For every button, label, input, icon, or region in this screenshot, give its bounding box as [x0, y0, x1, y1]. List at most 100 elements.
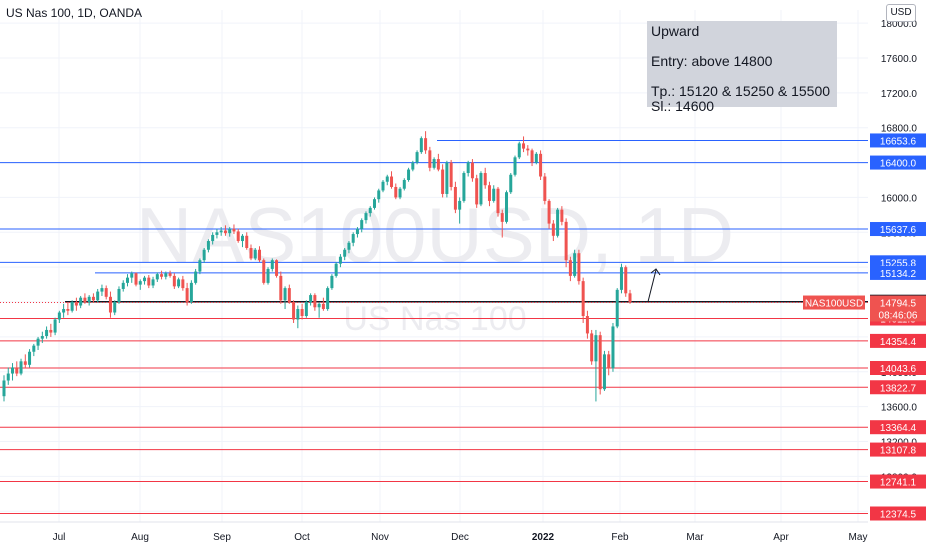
candle	[424, 131, 428, 154]
candle	[219, 227, 223, 236]
candle-body	[321, 303, 325, 310]
candle	[470, 159, 474, 182]
candle-body	[534, 153, 538, 163]
candle	[172, 273, 176, 289]
candle-body	[6, 373, 10, 381]
candle	[534, 152, 538, 165]
candle	[147, 275, 151, 289]
candle	[185, 282, 189, 306]
candle-body	[496, 188, 500, 214]
candle-body	[355, 228, 359, 235]
candle-body	[411, 162, 415, 170]
candle	[249, 244, 253, 261]
candle-body	[568, 260, 572, 276]
x-tick-label: Dec	[451, 532, 469, 543]
candle-body	[177, 279, 181, 287]
candle	[83, 293, 87, 304]
candle	[113, 300, 117, 316]
projection-arrow-head	[650, 268, 661, 276]
candle	[607, 350, 611, 376]
candle-body	[381, 181, 385, 191]
candle	[351, 232, 355, 247]
candle-body	[398, 188, 402, 198]
candle-body	[453, 186, 457, 210]
x-tick-label: Sep	[213, 532, 231, 543]
candle-body	[475, 178, 479, 205]
candle	[347, 241, 351, 254]
candle	[513, 155, 517, 177]
candle-body	[168, 273, 172, 276]
candle	[522, 136, 526, 153]
candle-body	[487, 185, 491, 201]
candle-body	[513, 157, 517, 175]
candle	[483, 167, 487, 189]
candle-body	[223, 230, 227, 234]
candle-body	[479, 173, 483, 205]
support-tag	[870, 506, 926, 521]
candle	[125, 274, 129, 287]
candle	[577, 249, 581, 285]
candle	[202, 248, 206, 263]
candle	[211, 232, 215, 245]
candle	[232, 224, 236, 235]
candle	[11, 363, 15, 381]
candle-body	[57, 312, 61, 320]
candle	[45, 326, 49, 339]
candle-body	[23, 361, 27, 365]
candle	[368, 206, 372, 217]
candle-body	[500, 213, 504, 222]
candle-body	[262, 260, 266, 283]
candle	[539, 150, 543, 180]
candle-body	[466, 162, 470, 174]
candle	[598, 331, 602, 395]
support-tag-text: 14354.4	[880, 337, 917, 348]
candle-body	[351, 234, 355, 243]
candle	[104, 285, 108, 300]
candle-body	[445, 162, 449, 194]
candle	[70, 300, 74, 313]
candle	[160, 270, 164, 280]
candle-body	[266, 268, 270, 283]
candle-body	[304, 302, 308, 316]
candle	[143, 275, 147, 285]
resistance-tag	[870, 265, 926, 280]
candle-body	[134, 273, 138, 285]
y-tick-label: 16800.0	[881, 124, 918, 135]
candle-body	[419, 138, 423, 153]
candle-body	[189, 282, 193, 303]
trade-note[interactable]: Upward Entry: above 14800 Tp.: 15120 & 1…	[647, 21, 837, 114]
candle	[500, 209, 504, 238]
candle-body	[40, 336, 44, 339]
candle	[564, 218, 568, 268]
candle-body	[526, 148, 530, 151]
candle	[360, 218, 364, 233]
candle	[585, 310, 589, 339]
support-tag-text: 13822.7	[880, 383, 917, 394]
x-tick-label: Jul	[53, 532, 66, 543]
candle-body	[415, 152, 419, 163]
candle	[466, 160, 470, 177]
candle-body	[326, 288, 330, 310]
candle	[296, 305, 300, 329]
candle-body	[164, 273, 168, 277]
candle-body	[181, 279, 185, 289]
candle-body	[121, 282, 125, 289]
support-tag-text: 13364.4	[880, 423, 917, 434]
resistance-tag-text: 15134.2	[880, 269, 917, 280]
candle	[151, 276, 155, 289]
currency-button[interactable]: USD	[886, 4, 916, 22]
candle	[2, 375, 6, 402]
candle-body	[96, 291, 100, 301]
candle-body	[492, 188, 496, 201]
candle-body	[228, 228, 232, 234]
candle-body	[334, 263, 338, 276]
candle	[547, 199, 551, 229]
resistance-tag	[870, 133, 926, 148]
candle-body	[194, 271, 198, 283]
candle-body	[138, 281, 142, 285]
candle-body	[573, 253, 577, 276]
candle	[560, 206, 564, 226]
candle-body	[547, 200, 551, 224]
candle-body	[155, 274, 159, 280]
